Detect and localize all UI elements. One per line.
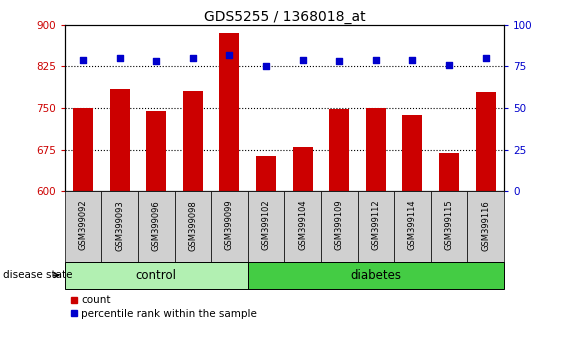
Text: disease state: disease state: [3, 270, 72, 280]
Bar: [284, 191, 321, 262]
Text: GSM399115: GSM399115: [445, 200, 453, 251]
Text: GSM399099: GSM399099: [225, 200, 234, 251]
Bar: [329, 109, 349, 191]
Point: [372, 57, 381, 63]
Bar: [293, 147, 312, 191]
Bar: [439, 153, 459, 191]
Point: [152, 58, 161, 64]
Bar: [366, 108, 386, 191]
Bar: [476, 92, 495, 191]
Text: GSM399098: GSM399098: [189, 200, 197, 251]
Bar: [467, 191, 504, 262]
Text: GSM399102: GSM399102: [262, 200, 270, 251]
Bar: [220, 33, 239, 191]
Point: [188, 55, 197, 61]
Point: [334, 58, 343, 64]
Point: [79, 57, 88, 63]
Text: GSM399104: GSM399104: [298, 200, 307, 251]
Bar: [394, 191, 431, 262]
Bar: [211, 191, 248, 262]
Text: GSM399109: GSM399109: [335, 200, 343, 251]
Bar: [138, 191, 175, 262]
Text: GSM399114: GSM399114: [408, 200, 417, 251]
Bar: [358, 191, 394, 262]
Legend: count, percentile rank within the sample: count, percentile rank within the sample: [70, 296, 257, 319]
Bar: [256, 156, 276, 191]
Text: GSM399096: GSM399096: [152, 200, 160, 251]
Text: GSM399093: GSM399093: [115, 200, 124, 251]
Point: [445, 62, 454, 68]
Bar: [321, 191, 358, 262]
Point: [261, 63, 270, 69]
Bar: [248, 262, 504, 289]
Bar: [110, 88, 129, 191]
Point: [481, 55, 490, 61]
Bar: [65, 191, 101, 262]
Text: GSM399116: GSM399116: [481, 200, 490, 251]
Point: [225, 52, 234, 58]
Bar: [175, 191, 211, 262]
Bar: [65, 262, 248, 289]
Title: GDS5255 / 1368018_at: GDS5255 / 1368018_at: [203, 10, 365, 24]
Bar: [101, 191, 138, 262]
Text: control: control: [136, 269, 177, 282]
Text: GSM399092: GSM399092: [79, 200, 87, 251]
Point: [408, 57, 417, 63]
Bar: [403, 115, 422, 191]
Text: diabetes: diabetes: [350, 269, 401, 282]
Bar: [248, 191, 284, 262]
Bar: [183, 91, 203, 191]
Bar: [431, 191, 467, 262]
Bar: [146, 111, 166, 191]
Point: [115, 55, 124, 61]
Point: [298, 57, 307, 63]
Bar: [73, 108, 93, 191]
Text: GSM399112: GSM399112: [372, 200, 380, 251]
